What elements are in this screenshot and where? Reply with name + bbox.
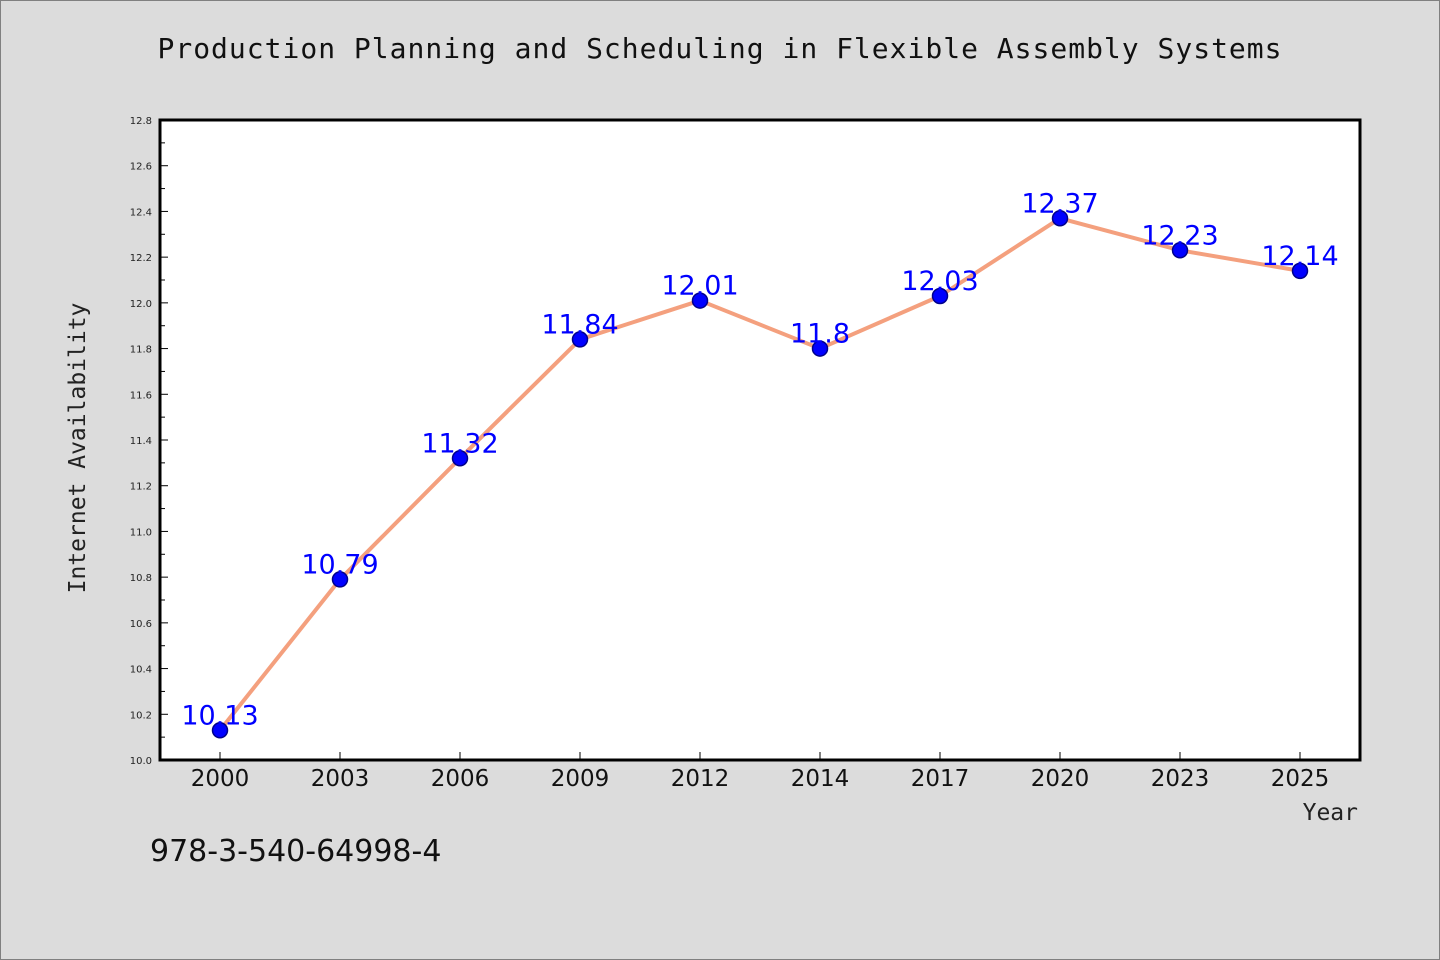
y-tick-label: 10.2 (130, 710, 152, 721)
y-axis: 10.0 10.2 10.4 10.6 10.8 11.0 11.2 11.4 11.6 11.8… (130, 116, 168, 767)
y-tick-label: 10.4 (130, 665, 152, 676)
x-axis-label: Year (1303, 800, 1358, 826)
data-point (1291, 262, 1309, 280)
data-point (571, 331, 589, 348)
data-label: 12.37 (1021, 188, 1098, 219)
y-tick-label: 11.0 (130, 527, 152, 538)
x-tick-label: 2009 (551, 766, 610, 792)
data-labels: 10.13 10.79 11.32 11.84 12.01 11.8 12.03 12.37 1… (181, 188, 1338, 731)
data-label: 12.01 (661, 271, 738, 302)
plot-area (158, 118, 1362, 762)
series-layer (211, 210, 1309, 739)
data-label: 11.84 (541, 309, 618, 340)
series-line (218, 216, 1301, 732)
y-tick-label: 12.4 (130, 207, 152, 218)
x-tick-label: 2012 (671, 766, 730, 792)
chart-title: Production Planning and Scheduling in Fl… (157, 32, 1283, 65)
data-point (931, 287, 949, 305)
x-tick-label: 2003 (311, 766, 370, 792)
y-tick-label: 11.2 (130, 482, 152, 493)
y-tick-label: 10.8 (130, 573, 152, 584)
x-tick-label: 2023 (1151, 766, 1210, 792)
y-tick-label: 11.8 (130, 345, 152, 356)
data-label: 12.23 (1141, 220, 1218, 251)
y-tick-label: 12.6 (130, 162, 152, 173)
data-point (691, 292, 709, 309)
data-label: 10.13 (181, 700, 258, 731)
y-tick-label: 11.4 (130, 436, 152, 447)
y-tick-label: 12.8 (130, 116, 152, 127)
x-tick-label: 2017 (911, 766, 970, 792)
x-tick-label: 2025 (1271, 766, 1330, 792)
data-label: 12.03 (901, 266, 978, 297)
data-point (1051, 210, 1069, 227)
data-label: 11.32 (421, 428, 498, 459)
x-tick-label: 2014 (791, 766, 850, 792)
y-tick-label: 11.6 (130, 390, 152, 401)
x-tick-label: 2000 (191, 766, 250, 792)
x-axis: 2000 2003 2006 2009 2012 2014 2017 2020 2023 2025 (191, 752, 1330, 792)
x-tick-label: 2006 (431, 766, 490, 792)
y-tick-label: 10.0 (130, 756, 152, 767)
y-axis-label: Internet Availability (65, 303, 91, 594)
data-point (211, 722, 229, 739)
data-point (331, 571, 349, 588)
y-tick-label: 12.2 (130, 253, 152, 264)
y-tick-label: 12.0 (130, 299, 152, 310)
data-point (1171, 242, 1189, 259)
x-tick-label: 2020 (1031, 766, 1090, 792)
data-point (451, 450, 469, 467)
data-point (811, 340, 829, 357)
y-tick-label: 10.6 (130, 619, 152, 630)
data-label: 12.14 (1261, 241, 1338, 272)
isbn-caption: 978-3-540-64998-4 (150, 834, 442, 869)
data-label: 11.8 (790, 319, 850, 350)
data-label: 10.79 (301, 549, 378, 580)
